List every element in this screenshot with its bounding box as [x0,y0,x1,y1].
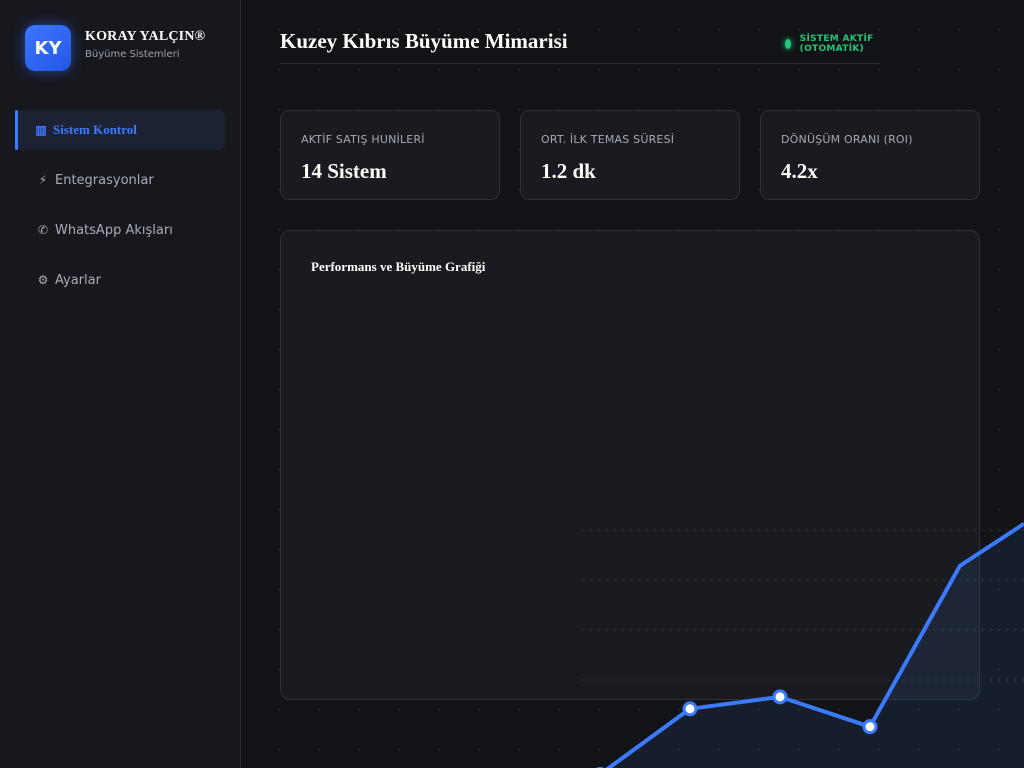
stat-card: ORT. İLK TEMAS SÜRESİ 1.2 dk [520,110,740,200]
sidebar-item-sistem-kontrol[interactable]: ▥ Sistem Kontrol [15,110,225,150]
page-title: Kuzey Kıbrıs Büyüme Mimarisi [280,29,568,53]
brand-subtitle: Büyüme Sistemleri [85,49,180,60]
sidebar-item-entegrasyonlar[interactable]: ⚡ Entegrasyonlar [15,160,225,200]
chart-panel: Performans ve Büyüme Grafiği [280,230,980,700]
lightning-icon: ⚡ [38,173,48,187]
phone-icon: ✆ [37,223,49,237]
brand-name: KORAY YALÇIN® [85,29,206,44]
stat-card-label: DÖNÜŞÜM ORANI (ROI) [781,133,913,146]
gear-icon: ⚙ [37,273,49,287]
page-header: Kuzey Kıbrıs Büyüme Mimarisi SİSTEM AKTİ… [280,25,880,64]
stat-card-label: ORT. İLK TEMAS SÜRESİ [541,133,675,146]
sidebar-nav: ▥ Sistem Kontrol ⚡ Entegrasyonlar ✆ What… [15,110,225,310]
status-dot-icon [785,39,791,49]
main-content: Kuzey Kıbrıs Büyüme Mimarisi SİSTEM AKTİ… [241,0,1024,768]
sidebar-item-label: Entegrasyonlar [55,172,154,188]
brand-logo[interactable]: KY [25,25,71,71]
brand-text: KORAY YALÇIN® Büyüme Sistemleri [85,29,205,60]
sidebar-item-label: Sistem Kontrol [53,122,137,137]
stat-card-label: AKTİF SATIŞ HUNİLERİ [301,133,425,146]
sidebar: KY KORAY YALÇIN® Büyüme Sistemleri ▥ Sis… [0,0,241,768]
sidebar-item-ayarlar[interactable]: ⚙ Ayarlar [15,260,225,300]
bar-chart-icon: ▥ [35,122,47,137]
stat-card-value: 4.2x [781,159,818,183]
stat-card: AKTİF SATIŞ HUNİLERİ 14 Sistem [280,110,500,200]
status-text: SİSTEM AKTİF (OTOMATİK) [799,34,874,54]
stat-card: DÖNÜŞÜM ORANI (ROI) 4.2x [760,110,980,200]
sidebar-item-label: WhatsApp Akışları [55,222,173,238]
sidebar-item-whatsapp-akislari[interactable]: ✆ WhatsApp Akışları [15,210,225,250]
brand: KY KORAY YALÇIN® Büyüme Sistemleri [25,25,205,71]
status-indicator: SİSTEM AKTİF (OTOMATİK) [785,34,880,54]
stat-card-value: 1.2 dk [541,159,596,183]
chart-title: Performans ve Büyüme Grafiği [311,259,486,274]
sidebar-item-label: Ayarlar [55,272,101,288]
stat-card-value: 14 Sistem [301,159,387,183]
